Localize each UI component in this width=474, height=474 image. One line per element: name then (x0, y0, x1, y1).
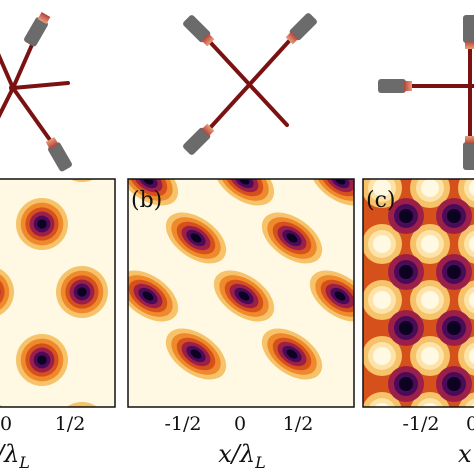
intensity-maximum (363, 224, 402, 264)
beam-crossing (9, 84, 17, 92)
beam-diagram-c (378, 15, 474, 170)
intensity-maximum (410, 224, 450, 264)
intensity-map-c (363, 179, 474, 407)
intensity-minimum (388, 310, 424, 346)
panel-frame-b (127, 178, 355, 408)
x-axis-label: x (458, 440, 472, 468)
intensity-maximum (458, 392, 474, 407)
laser-icon (285, 13, 317, 45)
x-axis-label: /λL (0, 440, 30, 472)
laser-icon (463, 15, 474, 49)
laser-icon (183, 123, 215, 155)
laser-icon (45, 137, 72, 172)
laser-icon (463, 136, 474, 170)
x-tick-label: 1/2 (283, 413, 314, 435)
intensity-maximum (363, 280, 402, 320)
intensity-maximum (410, 392, 450, 407)
intensity-maximum (458, 179, 474, 208)
intensity-minimum (436, 198, 472, 234)
panel-frame-c (362, 178, 474, 408)
intensity-minimum (388, 198, 424, 234)
intensity-maximum (410, 179, 450, 208)
intensity-minimum (16, 198, 68, 250)
beam-diagram-b (183, 13, 317, 155)
panel-label-c: (c) (366, 188, 396, 213)
intensity-minimum (436, 310, 472, 346)
laser-icon (378, 79, 412, 93)
x-tick-label: 0 (0, 413, 12, 435)
intensity-maximum (458, 280, 474, 320)
panel-frame-a (0, 178, 116, 408)
intensity-maximum (363, 392, 402, 407)
intensity-minimum (261, 212, 323, 264)
intensity-minimum (213, 179, 275, 206)
intensity-minimum (436, 254, 472, 290)
x-axis-label: x/λL (218, 440, 265, 472)
intensity-minimum (56, 266, 108, 318)
panel-label-b: (b) (131, 188, 162, 213)
laser-icon (24, 12, 51, 47)
x-axis-label-main: /λ (0, 440, 19, 468)
intensity-minimum (128, 270, 179, 322)
beam-line (208, 38, 292, 130)
x-tick-label: 0 (466, 413, 474, 435)
intensity-maximum (410, 280, 450, 320)
x-axis-label-sub: L (18, 453, 30, 472)
intensity-minimum (309, 179, 354, 206)
intensity-maximum (458, 336, 474, 376)
intensity-maximum (363, 336, 402, 376)
intensity-maximum (363, 179, 402, 208)
laser-icon (183, 15, 215, 47)
x-axis-label-main: x/λ (218, 440, 255, 468)
intensity-map-b (128, 179, 354, 407)
intensity-maximum (458, 224, 474, 264)
intensity-minimum (213, 270, 275, 322)
intensity-map-a (0, 179, 115, 407)
intensity-minimum (388, 254, 424, 290)
intensity-minimum (436, 366, 472, 402)
intensity-minimum (16, 334, 68, 386)
beam-line (408, 28, 474, 142)
intensity-minimum (388, 366, 424, 402)
x-tick-label: -1/2 (403, 413, 440, 435)
intensity-minimum (128, 179, 179, 206)
x-axis-label-sub: L (254, 453, 266, 472)
intensity-minimum (261, 328, 323, 380)
beam-diagram-a (0, 12, 72, 172)
intensity-minimum (0, 179, 1, 180)
intensity-minimum (165, 328, 227, 380)
intensity-minimum (165, 212, 227, 264)
intensity-minimum (0, 268, 14, 316)
intensity-maximum (410, 336, 450, 376)
x-tick-label: 0 (234, 413, 246, 435)
x-tick-label: -1/2 (165, 413, 202, 435)
intensity-minimum (309, 270, 354, 322)
x-tick-label: 1/2 (55, 413, 86, 435)
